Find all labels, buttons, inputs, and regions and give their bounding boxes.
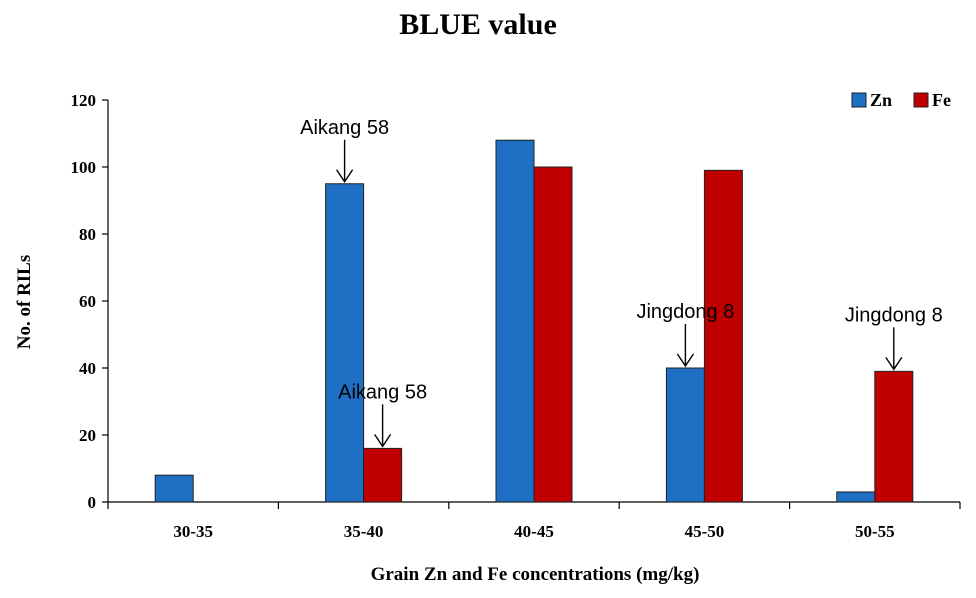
x-tick-label: 35-40: [344, 522, 384, 541]
annotation-label: Aikang 58: [300, 117, 389, 139]
x-tick-label: 45-50: [685, 522, 725, 541]
y-tick-label: 80: [79, 225, 96, 244]
x-tick-label: 40-45: [514, 522, 554, 541]
legend-swatch-zn: [851, 92, 867, 108]
annotation-label: Jingdong 8: [636, 301, 734, 323]
annotation-arrow-head: [374, 434, 392, 448]
y-axis-label: No. of RILs: [14, 255, 35, 349]
bar-zn-40-45: [495, 139, 535, 503]
x-tick-label: 30-35: [173, 522, 213, 541]
annotation-label: Aikang 58: [338, 381, 427, 403]
legend-label-fe: Fe: [932, 90, 951, 110]
bar-zn-45-50: [665, 367, 705, 503]
y-tick-label: 60: [79, 292, 96, 311]
legend: Zn Fe: [851, 90, 951, 110]
y-tick-label: 20: [79, 426, 96, 445]
chart-title: BLUE value: [399, 8, 557, 41]
bar-zn-30-35: [154, 474, 194, 503]
x-axis-label: Grain Zn and Fe concentrations (mg/kg): [371, 564, 700, 585]
bar-fe-40-45: [533, 166, 573, 503]
annotation-arrow-head: [336, 169, 354, 184]
plot-area: 0 20 40 60 80 100 120 30-35 35-40 40-45 45-50 50-55…: [71, 91, 961, 541]
y-tick-label: 0: [88, 493, 97, 512]
annotation-arrow-head: [885, 356, 903, 371]
y-tick-label: 100: [71, 158, 97, 177]
bar-zn-35-40: [325, 183, 365, 503]
bar-zn-50-55: [836, 491, 876, 503]
annotation-label: Jingdong 8: [845, 304, 943, 326]
bar-fe-45-50: [703, 169, 743, 503]
x-tick-label: 50-55: [855, 522, 895, 541]
legend-swatch-fe: [913, 92, 929, 108]
y-tick-label: 40: [79, 359, 96, 378]
bar-fe-50-55: [874, 370, 914, 503]
y-tick-label: 120: [71, 91, 97, 110]
annotation-arrow-head: [676, 353, 694, 368]
bar-fe-35-40: [363, 447, 403, 503]
legend-label-zn: Zn: [870, 90, 892, 110]
